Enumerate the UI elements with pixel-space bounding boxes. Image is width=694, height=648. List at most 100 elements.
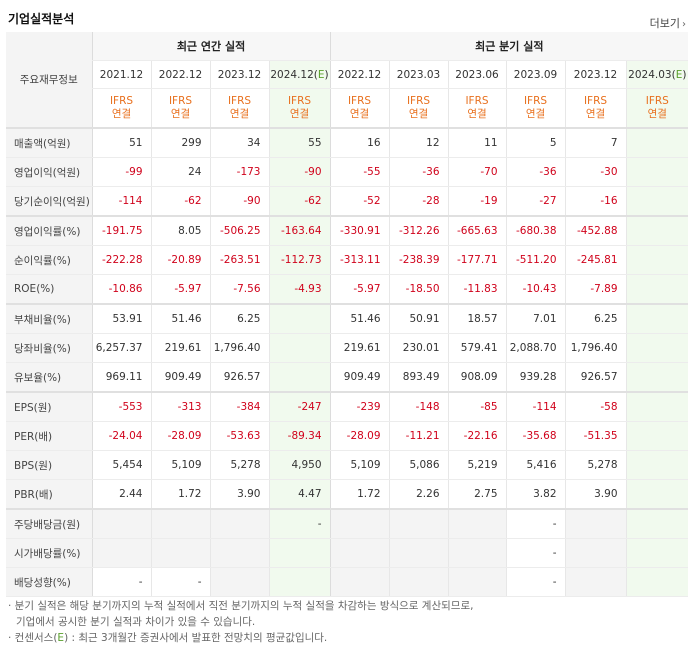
- table-cell: 3.82: [505, 479, 566, 510]
- note-line-2: 기업에서 공시한 분기 실적과 차이가 있을 수 있습니다.: [16, 616, 256, 628]
- quarter-title: 최근 분기 실적: [329, 32, 689, 61]
- table-cell: -11.83: [447, 274, 507, 305]
- table-row: ROE(%) -10.86 -5.97 -7.56 -4.93 -5.97 -18.50 -1…: [6, 274, 689, 305]
- ifrs-top: IFRS: [523, 95, 548, 107]
- table-row: 부채비율(%) 53.91 51.46 6.25 51.46 50.91 18.57 7.01…: [6, 303, 689, 334]
- table-cell: 2.26: [388, 479, 449, 510]
- table-cell: -665.63: [447, 215, 507, 246]
- ifrs-label: IFRS 연결: [91, 88, 151, 129]
- ifrs-label: IFRS 연결: [564, 88, 627, 129]
- ifrs-top: IFRS: [465, 95, 489, 107]
- chevron-right-icon: ›: [682, 19, 686, 30]
- table-cell: -312.26: [388, 215, 449, 246]
- table-cell: [209, 508, 269, 539]
- table-cell: 2.44: [91, 479, 151, 510]
- table-cell: -90: [268, 157, 331, 187]
- period-header: 2023.06: [447, 60, 507, 89]
- period-label: 2024.12(E): [270, 68, 329, 81]
- table-cell: [625, 421, 689, 451]
- table-cell: [388, 567, 449, 597]
- table-row: 영업이익률(%) -191.75 8.05 -506.25 -163.64 -330.91…: [6, 215, 689, 246]
- table-row: 시가배당률(%) -: [6, 538, 689, 568]
- ifrs-bottom: 연결: [647, 108, 667, 120]
- table-cell: [625, 391, 689, 422]
- row-label: 순이익률(%): [6, 245, 92, 275]
- table-cell: -114: [505, 391, 566, 422]
- period-label: 2024.03(E): [628, 68, 687, 81]
- period-header: 2023.03: [388, 60, 449, 89]
- table-cell: 219.61: [150, 333, 210, 363]
- table-cell: -90: [209, 186, 269, 217]
- table-cell: 219.61: [329, 333, 390, 363]
- table-row: 배당성향(%) - - -: [6, 567, 689, 597]
- ifrs-label: IFRS 연결: [625, 88, 689, 129]
- table-cell: 5,278: [209, 450, 269, 480]
- table-row: 주당배당금(원) - -: [6, 508, 689, 539]
- table-cell: 5,278: [564, 450, 627, 480]
- table-row: 당기순이익(억원) -114 -62 -90 -62 -52 -28 -19 -27 -16: [6, 186, 689, 217]
- table-cell: [625, 362, 689, 393]
- table-cell: -7.89: [564, 274, 627, 305]
- table-row: EPS(원) -553 -313 -384 -247 -239 -148 -85 -114 -58: [6, 391, 689, 422]
- table-row: 영업이익(억원) -99 24 -173 -90 -55 -36 -70 -36 -30: [6, 157, 689, 187]
- ifrs-top: IFRS: [406, 95, 431, 107]
- table-cell: -680.38: [505, 215, 566, 246]
- table-cell: -148: [388, 391, 449, 422]
- table-cell: 1.72: [329, 479, 390, 510]
- table-cell: -20.89: [150, 245, 210, 275]
- table-cell: -28.09: [150, 421, 210, 451]
- table-cell: 3.90: [209, 479, 269, 510]
- note-line-3-suffix: ) : 최근 3개월간 증권사에서 발표한 전망치의 평균값입니다.: [64, 632, 328, 644]
- period-header: 2024.12(E): [268, 60, 331, 89]
- table-cell: [268, 538, 331, 568]
- table-cell: -330.91: [329, 215, 390, 246]
- table-row: BPS(원) 5,454 5,109 5,278 4,950 5,109 5,086 5,21…: [6, 450, 689, 480]
- table-cell: -36: [388, 157, 449, 187]
- period-header: 2022.12: [329, 60, 390, 89]
- table-cell: 893.49: [388, 362, 449, 393]
- ifrs-label: IFRS 연결: [505, 88, 566, 129]
- ifrs-top: IFRS: [287, 95, 312, 107]
- table-cell: -30: [564, 157, 627, 187]
- row-label: PER(배): [6, 421, 92, 451]
- row-label: BPS(원): [6, 450, 92, 480]
- table-cell: [150, 508, 210, 539]
- table-row: 매출액(억원) 51 299 34 55 16 12 11 5 7: [6, 127, 689, 158]
- table-cell: -11.21: [388, 421, 449, 451]
- ifrs-bottom: 연결: [170, 108, 191, 120]
- table-cell: 11: [447, 127, 507, 158]
- table-cell: [625, 479, 689, 510]
- table-cell: -58: [564, 391, 627, 422]
- row-label: PBR(배): [6, 479, 92, 510]
- table-cell: -35.68: [505, 421, 566, 451]
- note-line-3-prefix: · 컨센서스(: [8, 632, 58, 644]
- table-cell: -112.73: [268, 245, 331, 275]
- table-cell: [625, 127, 689, 158]
- table-cell: -99: [91, 157, 151, 187]
- table-cell: 5,454: [91, 450, 151, 480]
- more-link[interactable]: 더보기 ›: [650, 15, 686, 31]
- table-cell: 50.91: [388, 303, 449, 334]
- table-cell: [625, 538, 689, 568]
- table-cell: -5.97: [329, 274, 390, 305]
- table-cell: -7.56: [209, 274, 269, 305]
- table-cell: [625, 245, 689, 275]
- table-cell: -16: [564, 186, 627, 217]
- table-cell: [625, 508, 689, 539]
- table-cell: 18.57: [447, 303, 507, 334]
- table-cell: [150, 538, 210, 568]
- table-cell: -114: [91, 186, 151, 217]
- table-cell: 51.46: [329, 303, 390, 334]
- ifrs-label: IFRS 연결: [209, 88, 269, 129]
- row-label: 영업이익률(%): [6, 215, 92, 246]
- table-cell: -: [91, 567, 151, 597]
- table-cell: -191.75: [91, 215, 151, 246]
- ifrs-top: IFRS: [645, 95, 669, 107]
- more-label[interactable]: 더보기: [649, 17, 680, 30]
- ifrs-top: IFRS: [168, 95, 193, 107]
- row-label: 주당배당금(원): [6, 508, 92, 539]
- table-cell: [564, 567, 627, 597]
- table-cell: -89.34: [268, 421, 331, 451]
- table-cell: 2,088.70: [505, 333, 566, 363]
- ifrs-bottom: 연결: [111, 108, 132, 120]
